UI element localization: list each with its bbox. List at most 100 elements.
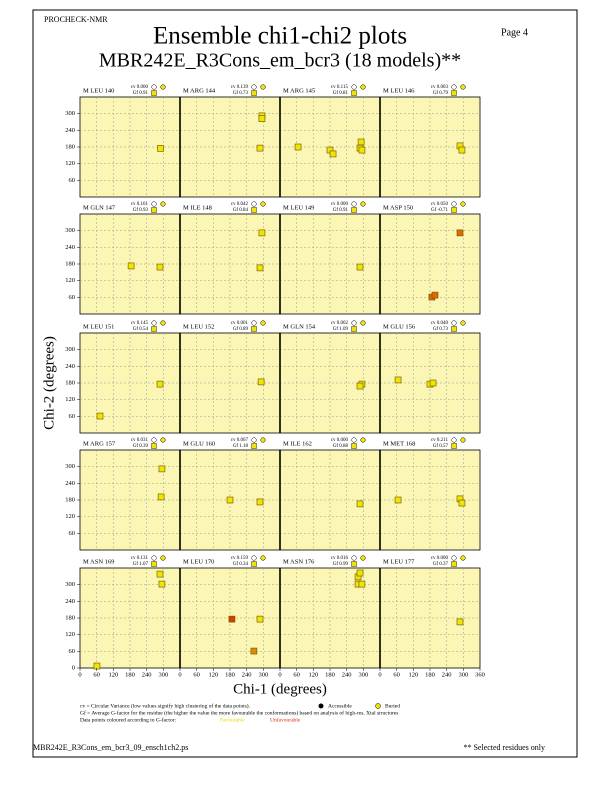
- cv-icon: [451, 437, 457, 443]
- y-axis-label: Chi-2 (degrees): [41, 336, 57, 430]
- gf-icon: [251, 561, 257, 567]
- y-tick-label: 120: [65, 513, 75, 520]
- y-tick-label: 300: [65, 463, 75, 470]
- x-tick-label: 240: [242, 671, 252, 678]
- cv-value: cv 0.002: [331, 321, 349, 326]
- access-icon: [360, 437, 366, 443]
- residue-label: M ARG 157: [83, 440, 116, 447]
- y-tick-label: 120: [65, 277, 75, 284]
- page-number: Page 4: [501, 27, 528, 38]
- y-tick-label: 60: [69, 648, 76, 655]
- y-tick-label: 300: [65, 581, 75, 588]
- cv-icon: [251, 555, 257, 561]
- cv-value: cv 0.145: [131, 321, 149, 326]
- y-tick-label: 240: [65, 127, 75, 134]
- residue-label: M ASN 176: [283, 558, 315, 565]
- data-point: [257, 378, 265, 386]
- gf-icon: [451, 561, 457, 567]
- accessible-icon: [318, 703, 324, 709]
- x-tick-label: 60: [193, 671, 200, 678]
- y-tick-label: 120: [65, 631, 75, 638]
- y-tick-label: 180: [65, 260, 75, 267]
- gf-value: Gf 0.57: [433, 444, 449, 449]
- data-point: [394, 496, 402, 504]
- gf-icon: [251, 90, 257, 96]
- data-point: [256, 498, 264, 506]
- data-point: [429, 379, 437, 387]
- y-tick-label: 120: [65, 160, 75, 167]
- gf-value: Gf 0.79: [433, 91, 449, 96]
- x-axis-label: Chi-1 (degrees): [233, 681, 327, 697]
- cv-value: cv 0.003: [431, 85, 449, 90]
- gf-icon: [451, 443, 457, 449]
- access-icon: [360, 201, 366, 207]
- x-tick-label: 300: [258, 671, 268, 678]
- gf-icon: [451, 207, 457, 213]
- data-point: [458, 146, 466, 154]
- data-point: [394, 376, 402, 384]
- gf-value: Gf 0.39: [133, 444, 149, 449]
- gf-value: Gf 0.73: [433, 327, 449, 332]
- gf-icon: [351, 207, 357, 213]
- access-icon: [260, 437, 266, 443]
- cv-icon: [351, 437, 357, 443]
- gf-icon: [251, 207, 257, 213]
- x-tick-label: 120: [408, 671, 418, 678]
- cv-icon: [251, 201, 257, 207]
- access-icon: [160, 555, 166, 561]
- access-icon: [260, 84, 266, 90]
- data-point: [431, 291, 439, 299]
- residue-label: M LEU 140: [83, 87, 114, 94]
- data-point: [156, 380, 164, 388]
- legend-text: cv = Circular Variance (low values signi…: [80, 702, 251, 709]
- cv-icon: [151, 555, 157, 561]
- gf-value: Gf 1.18: [233, 444, 249, 449]
- gf-icon: [351, 326, 357, 332]
- data-point: [329, 150, 337, 158]
- x-tick-label: 240: [342, 671, 352, 678]
- buried-icon: [375, 703, 381, 709]
- cv-icon: [451, 201, 457, 207]
- x-tick-label: 0: [378, 671, 381, 678]
- gf-value: Gf 0.84: [233, 208, 249, 213]
- data-point: [157, 145, 164, 152]
- x-tick-label: 300: [458, 671, 468, 678]
- residue-label: M LEU 152: [183, 323, 214, 330]
- x-tick-label: 60: [393, 671, 400, 678]
- cv-icon: [151, 84, 157, 90]
- x-tick-label: 180: [325, 671, 335, 678]
- cv-icon: [451, 84, 457, 90]
- access-icon: [160, 437, 166, 443]
- residue-label: M ARG 145: [283, 87, 315, 94]
- residue-label: M GLU 160: [183, 440, 215, 447]
- gf-icon: [151, 443, 157, 449]
- y-tick-label: 240: [65, 598, 75, 605]
- footer-file: MBR242E_R3Cons_em_bcr3_09_ensch1ch2.ps: [33, 743, 188, 752]
- data-point: [156, 263, 164, 271]
- x-tick-label: 240: [142, 671, 152, 678]
- x-tick-label: 120: [208, 671, 218, 678]
- data-point: [358, 146, 366, 154]
- cv-value: cv 0.000: [131, 85, 149, 90]
- gf-value: Gf 0.93: [133, 208, 149, 213]
- title: Ensemble chi1-chi2 plots: [153, 23, 407, 50]
- data-point: [357, 138, 365, 146]
- cv-value: cv 0.042: [231, 202, 249, 207]
- cv-icon: [451, 320, 457, 326]
- gf-icon: [151, 326, 157, 332]
- residue-label: M ARG 144: [183, 87, 216, 94]
- cv-value: cv 0.211: [431, 438, 449, 443]
- legend-favourable: Favourable: [220, 717, 245, 723]
- cv-icon: [351, 84, 357, 90]
- data-point: [258, 229, 266, 237]
- cv-icon: [251, 320, 257, 326]
- data-point: [158, 580, 166, 588]
- data-point: [456, 618, 464, 626]
- gf-value: Gf 0.99: [333, 562, 349, 567]
- y-tick-label: 300: [65, 346, 75, 353]
- gf-icon: [151, 561, 157, 567]
- data-point: [356, 500, 364, 508]
- data-point: [458, 499, 466, 507]
- access-icon: [260, 201, 266, 207]
- access-icon: [460, 555, 466, 561]
